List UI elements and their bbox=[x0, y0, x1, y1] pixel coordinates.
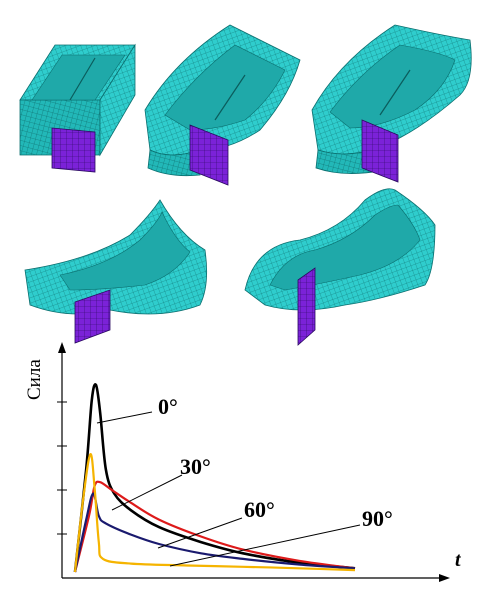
series-label-90: 90° bbox=[362, 506, 393, 531]
mesh-model-1 bbox=[19, 43, 136, 173]
x-axis-arrow bbox=[439, 574, 450, 582]
series-group bbox=[73, 383, 356, 573]
mesh-model-2 bbox=[144, 24, 301, 186]
series-label-60: 60° bbox=[244, 497, 275, 522]
series-label-30: 30° bbox=[180, 454, 211, 479]
leader-line-30 bbox=[111, 474, 183, 511]
series-line-2 bbox=[73, 492, 356, 573]
series-line-0 bbox=[73, 383, 356, 573]
mesh-model-5 bbox=[244, 188, 436, 346]
series-label-0: 0° bbox=[158, 394, 178, 419]
y-ticks bbox=[57, 401, 67, 535]
impact-plate bbox=[51, 127, 96, 173]
series-line-1 bbox=[73, 480, 356, 573]
leader-line-60 bbox=[157, 517, 243, 549]
y-axis-arrow bbox=[58, 342, 66, 353]
series-line-3 bbox=[73, 453, 356, 573]
x-axis-label: t bbox=[455, 549, 462, 571]
y-axis-label: Сила bbox=[24, 359, 45, 400]
mesh-model-4 bbox=[24, 199, 208, 344]
leader-line-90 bbox=[169, 524, 361, 567]
force-time-chart: Сила t 0° 30° 60° 90° bbox=[24, 342, 462, 582]
leader-line-0 bbox=[96, 411, 153, 424]
mesh-model-3 bbox=[311, 24, 472, 183]
